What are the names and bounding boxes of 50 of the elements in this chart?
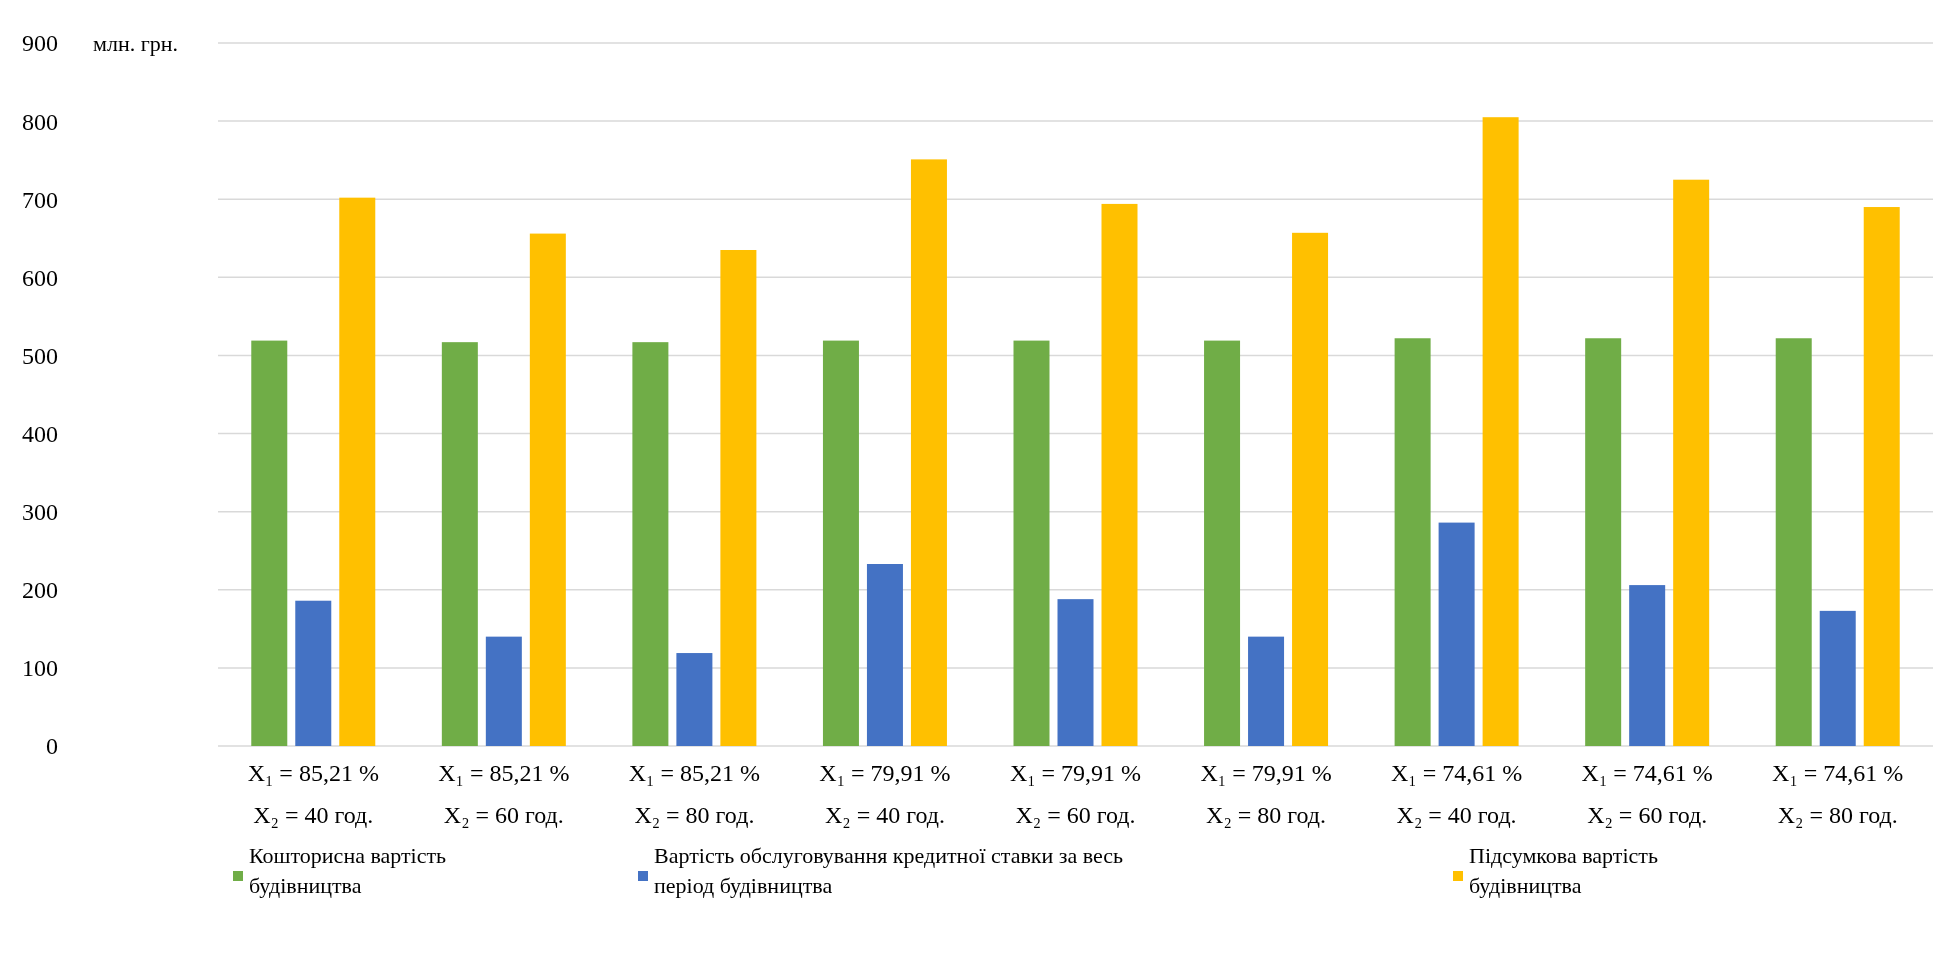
y-tick-label: 300 bbox=[22, 499, 58, 526]
bar bbox=[1629, 585, 1666, 746]
bar bbox=[1101, 203, 1138, 746]
y-tick-label: 0 bbox=[46, 733, 58, 760]
y-tick-label: 500 bbox=[22, 342, 58, 369]
bar bbox=[1863, 207, 1900, 746]
x-tick-label: X₁ = 85,21 % X₂ = 60 год. bbox=[438, 760, 570, 828]
bar bbox=[441, 342, 478, 746]
y-tick-label: 600 bbox=[22, 264, 58, 291]
bar bbox=[1013, 340, 1050, 746]
bar bbox=[910, 159, 947, 746]
y-tick-label: 400 bbox=[22, 420, 58, 447]
bar bbox=[1394, 338, 1431, 746]
y-tick-label: 900 bbox=[22, 30, 58, 57]
bar bbox=[485, 636, 522, 746]
x-tick-label: X₁ = 79,91 % X₂ = 60 год. bbox=[1009, 760, 1142, 828]
bar bbox=[632, 342, 669, 746]
bar bbox=[676, 653, 713, 746]
bar bbox=[251, 340, 288, 746]
legend-label: Вартість обслуговування кредитної ставки за весь період будівництва bbox=[654, 843, 1124, 898]
legend-label: Кошторисна вартість будівництва bbox=[249, 843, 447, 898]
x-tick-label: X₁ = 79,91 % X₂ = 80 год. bbox=[1200, 760, 1332, 828]
bar bbox=[1775, 338, 1812, 746]
bar bbox=[1292, 232, 1329, 746]
bar bbox=[1438, 522, 1475, 746]
bar bbox=[720, 249, 757, 746]
bar bbox=[1673, 179, 1710, 746]
bar bbox=[822, 340, 859, 746]
y-tick-label: 100 bbox=[22, 655, 58, 682]
y-tick-label: 800 bbox=[22, 108, 58, 135]
x-tick-label: X₁ = 85,21 % X₂ = 80 год. bbox=[628, 760, 761, 828]
bar bbox=[1204, 340, 1241, 746]
bar bbox=[1585, 338, 1622, 746]
y-axis-title: млн. грн. bbox=[93, 30, 178, 56]
x-tick-label: X₁ = 74,61 % X₂ = 60 год. bbox=[1581, 760, 1713, 828]
bar bbox=[1819, 610, 1856, 746]
legend-label: Підсумкова вартість будівництва bbox=[1469, 843, 1658, 898]
y-tick-label: 700 bbox=[22, 186, 58, 213]
x-tick-label: X₁ = 74,61 % X₂ = 40 год. bbox=[1390, 760, 1523, 828]
y-tick-label: 200 bbox=[22, 577, 58, 604]
x-tick-label: X₁ = 79,91 % X₂ = 40 год. bbox=[819, 760, 951, 828]
bar bbox=[1248, 636, 1285, 746]
x-tick-label: X₁ = 74,61 % X₂ = 80 год. bbox=[1772, 760, 1904, 828]
bar bbox=[1482, 117, 1519, 746]
bar bbox=[295, 600, 332, 746]
x-tick-label: X₁ = 85,21 % X₂ = 40 год. bbox=[247, 760, 379, 828]
bar bbox=[339, 197, 376, 746]
bar bbox=[866, 564, 903, 746]
bar bbox=[1057, 599, 1094, 746]
bar bbox=[529, 233, 566, 746]
